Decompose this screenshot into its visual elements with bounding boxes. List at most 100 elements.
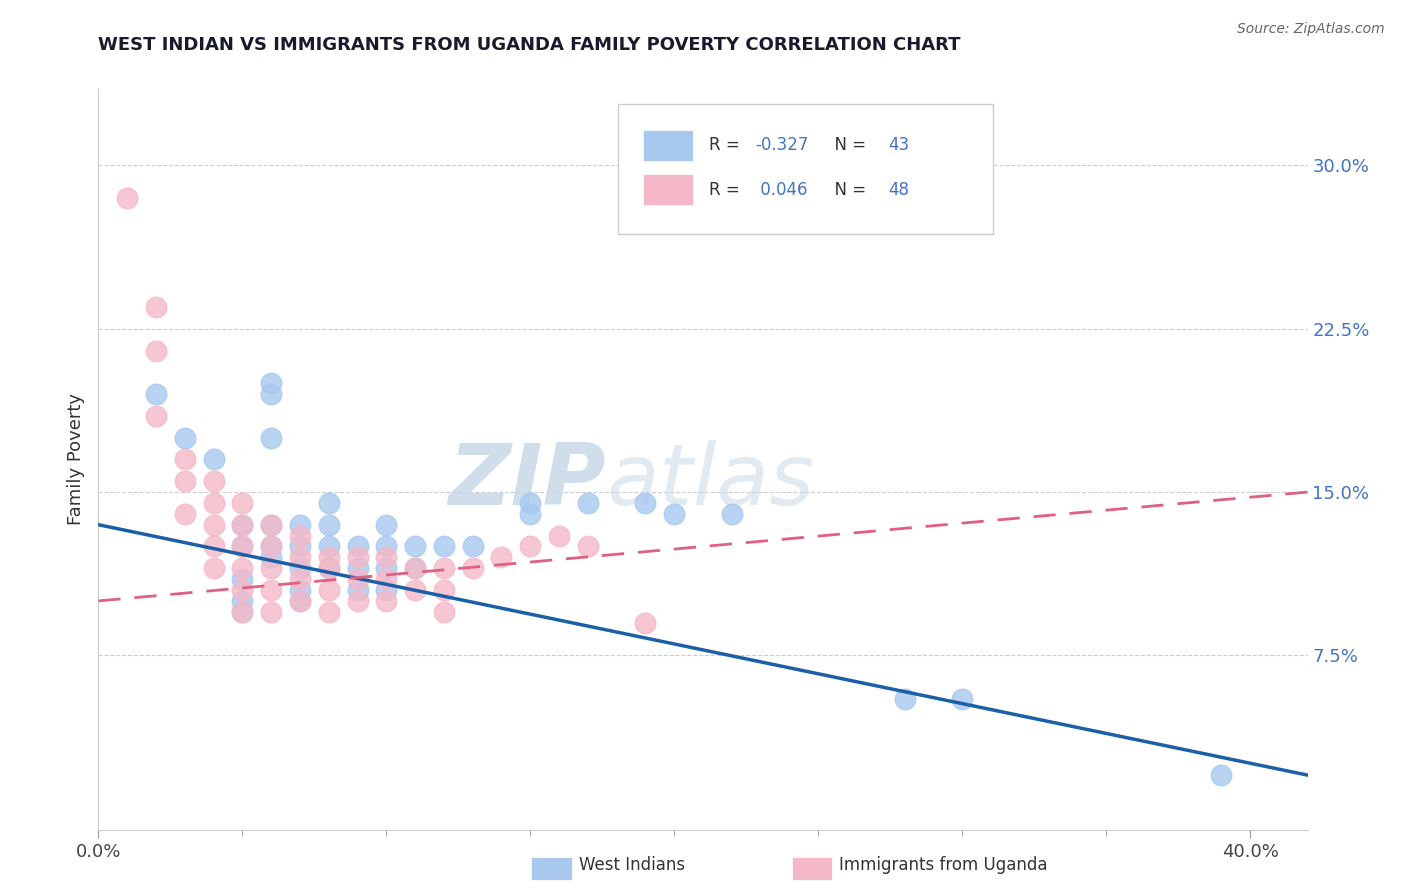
Point (893, 692, 915, 706)
Point (461, 540, 484, 554)
Point (260, 376, 283, 391)
Point (288, 594, 311, 608)
Text: atlas: atlas (606, 440, 814, 523)
Point (461, 561, 484, 575)
Point (576, 496, 599, 510)
Point (346, 550, 368, 565)
Text: R =: R = (709, 136, 745, 154)
Point (404, 582, 426, 597)
Point (720, 507, 742, 521)
Point (145, 343, 167, 358)
Point (288, 561, 311, 575)
Point (519, 507, 541, 521)
Text: West Indians: West Indians (579, 856, 685, 874)
FancyBboxPatch shape (643, 174, 693, 205)
Point (433, 605, 456, 619)
Point (231, 540, 253, 554)
Point (231, 605, 253, 619)
Text: ZIP: ZIP (449, 440, 606, 523)
Point (202, 452, 225, 467)
Point (145, 300, 167, 314)
Point (260, 540, 283, 554)
Y-axis label: Family Poverty: Family Poverty (66, 393, 84, 525)
Point (288, 572, 311, 586)
Point (375, 572, 398, 586)
Text: -0.327: -0.327 (755, 136, 808, 154)
Point (346, 540, 368, 554)
Point (548, 528, 571, 542)
Point (260, 540, 283, 554)
Point (115, 191, 138, 205)
Point (433, 561, 456, 575)
Point (173, 474, 195, 488)
Point (346, 572, 368, 586)
Point (318, 550, 340, 565)
Text: Immigrants from Uganda: Immigrants from Uganda (839, 856, 1047, 874)
Point (318, 561, 340, 575)
Point (231, 605, 253, 619)
Point (375, 540, 398, 554)
Point (231, 496, 253, 510)
Point (202, 561, 225, 575)
Point (375, 550, 398, 565)
Point (173, 507, 195, 521)
FancyBboxPatch shape (643, 130, 693, 161)
FancyBboxPatch shape (619, 104, 993, 234)
Point (404, 561, 426, 575)
Text: N =: N = (824, 136, 872, 154)
Point (260, 561, 283, 575)
Point (288, 540, 311, 554)
Point (318, 582, 340, 597)
Point (634, 615, 657, 630)
Point (375, 561, 398, 575)
Point (288, 582, 311, 597)
Point (231, 540, 253, 554)
Point (260, 517, 283, 532)
Text: 0.046: 0.046 (755, 181, 807, 199)
Point (318, 540, 340, 554)
Text: 48: 48 (889, 181, 910, 199)
Point (288, 594, 311, 608)
Point (346, 594, 368, 608)
Point (231, 561, 253, 575)
Point (173, 431, 195, 445)
Point (375, 594, 398, 608)
Text: N =: N = (824, 181, 872, 199)
Point (202, 540, 225, 554)
Point (231, 582, 253, 597)
Point (1211, 768, 1233, 782)
Point (433, 540, 456, 554)
Point (260, 605, 283, 619)
Point (519, 540, 541, 554)
Point (288, 528, 311, 542)
Point (231, 517, 253, 532)
Text: Source: ZipAtlas.com: Source: ZipAtlas.com (1237, 22, 1385, 37)
Point (260, 431, 283, 445)
Point (260, 387, 283, 401)
Text: R =: R = (709, 181, 745, 199)
Point (404, 561, 426, 575)
Point (375, 517, 398, 532)
Point (260, 517, 283, 532)
Point (288, 550, 311, 565)
Point (318, 517, 340, 532)
Point (260, 582, 283, 597)
Text: 43: 43 (889, 136, 910, 154)
Point (318, 496, 340, 510)
Point (173, 452, 195, 467)
Point (346, 582, 368, 597)
Point (288, 517, 311, 532)
Point (433, 582, 456, 597)
Point (491, 550, 513, 565)
Point (231, 517, 253, 532)
Point (318, 605, 340, 619)
Point (202, 474, 225, 488)
Point (519, 496, 541, 510)
Point (231, 572, 253, 586)
Point (346, 561, 368, 575)
Point (664, 507, 686, 521)
Point (202, 496, 225, 510)
Point (260, 550, 283, 565)
Point (318, 561, 340, 575)
Point (145, 387, 167, 401)
